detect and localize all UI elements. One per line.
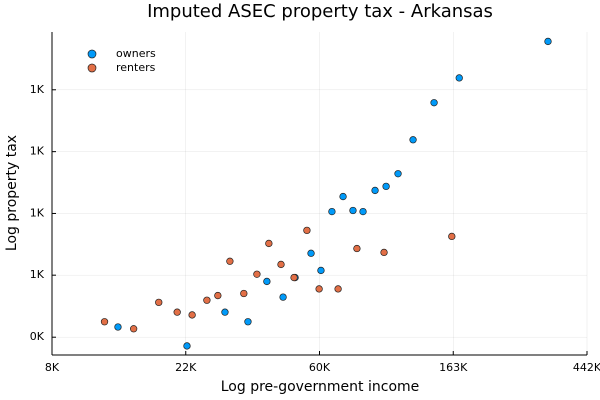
point [253,270,261,278]
point [188,311,196,319]
point [214,291,222,300]
legend-marker [87,49,97,59]
point [279,293,287,301]
y-tick-label: 1K [30,206,45,219]
x-tick-label: 8K [45,361,60,374]
point [359,207,367,216]
point [353,244,361,253]
point [371,186,379,195]
y-tick-label: 0K [30,330,45,343]
point [129,325,138,333]
point [315,285,323,293]
x-tick-label: 442K [573,361,600,374]
point [240,289,248,298]
point [100,318,109,326]
point [277,260,285,269]
point [173,308,181,316]
legend-label: owners [116,47,156,60]
point [382,182,390,191]
point [430,99,438,107]
x-tick-label: 60K [309,361,331,374]
point [380,248,388,257]
point [448,232,456,241]
y-tick-label: 1K [30,145,45,158]
legend-label: renters [116,61,156,74]
point [394,170,402,178]
y-tick-label: 1K [30,83,45,96]
point [339,192,347,201]
point [544,37,552,46]
point [114,323,122,331]
point [265,239,273,248]
chart-title: Imputed ASEC property tax - Arkansas [147,1,493,22]
point [203,296,211,304]
point [290,273,298,282]
point [307,249,315,257]
y-axis-label: Log property tax [4,135,20,251]
point [303,226,311,235]
legend-marker [87,63,97,73]
x-tick-label: 163K [439,361,468,374]
point [349,206,357,215]
point [317,266,325,275]
x-axis-label: Log pre-government income [221,379,420,395]
point [221,308,229,316]
point [263,277,271,286]
point [409,136,417,144]
y-tick-label: 1K [30,268,45,281]
point [155,298,163,307]
x-tick-label: 22K [175,361,197,374]
point [455,74,463,82]
point [244,318,252,326]
point [183,342,191,350]
point [226,257,234,265]
point [334,285,342,293]
point [328,207,336,216]
